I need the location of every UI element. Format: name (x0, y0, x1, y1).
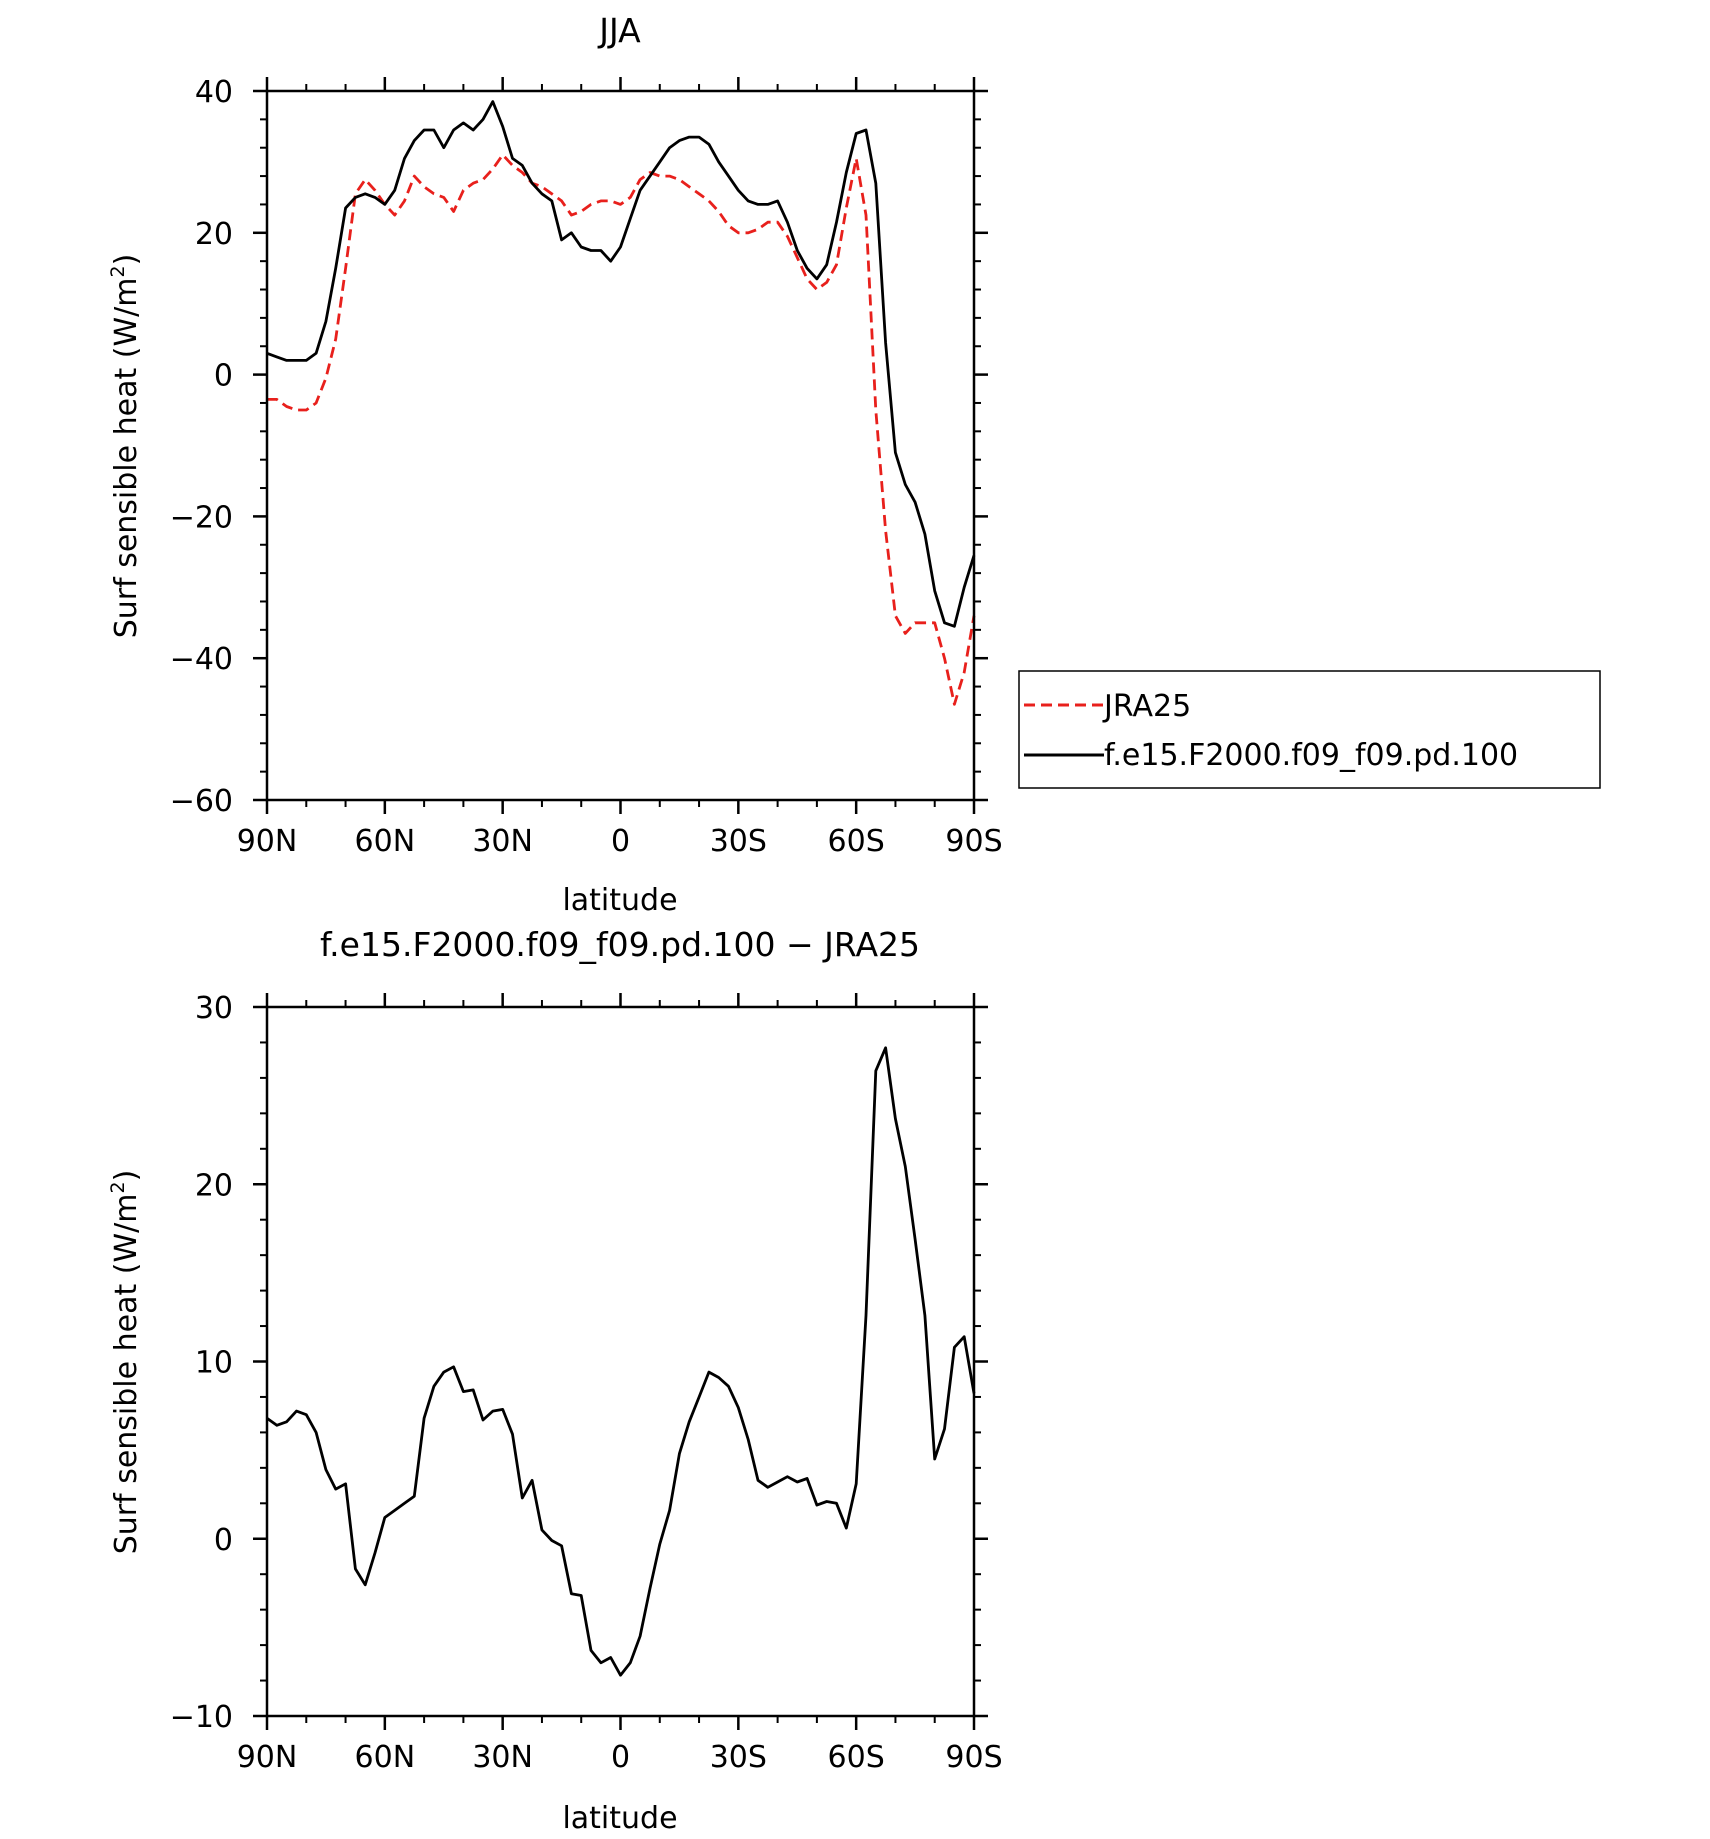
top-series-lines (266, 100, 976, 706)
bottom-panel: f.e15.F2000.f09_f09.pd.100 − JRA25 Surf … (107, 925, 1003, 1836)
top-x-tick-label: 30N (472, 824, 533, 859)
top-x-tick-label: 60S (828, 824, 885, 859)
bottom-y-tick-label: −10 (170, 1700, 233, 1735)
top-tick-labels: 90N 60N 30N 0 30S 60S 90S 40 20 0 −20 −40 −60 (170, 75, 1003, 859)
bottom-tick-labels: 90N 60N 30N 0 30S 60S 90S 30 20 10 0 −10 (170, 991, 1003, 1775)
bottom-x-axis-label: latitude (562, 1801, 677, 1836)
top-y-tick-label: 20 (195, 217, 233, 252)
top-x-tick-label: 90N (237, 824, 298, 859)
bottom-y-tick-label: 20 (195, 1168, 233, 1203)
top-chart-title: JJA (597, 11, 641, 50)
top-series-line-1 (267, 153, 976, 706)
top-x-tick-label: 60N (355, 824, 416, 859)
bottom-axis-ticks (253, 993, 988, 1730)
bottom-plot-frame (265, 1005, 976, 1718)
bottom-chart-title: f.e15.F2000.f09_f09.pd.100 − JRA25 (320, 925, 920, 964)
top-y-tick-label: 40 (195, 75, 233, 110)
legend-box (1018, 670, 1601, 789)
bottom-x-tick-label: 0 (611, 1740, 630, 1775)
top-axis-ticks (253, 77, 988, 814)
top-x-tick-label: 30S (710, 824, 767, 859)
legend-label-model: f.e15.F2000.f09_f09.pd.100 (1104, 738, 1518, 773)
top-y-tick-label: −40 (170, 642, 233, 677)
legend-label-jra25: JRA25 (1102, 689, 1191, 724)
bottom-x-tick-label: 30N (472, 1740, 533, 1775)
top-y-axis-label: Surf sensible heat (W/m2) (107, 254, 144, 639)
bottom-series-lines (266, 1046, 976, 1677)
bottom-series-line-1 (266, 1046, 976, 1677)
bottom-y-tick-label: 30 (195, 991, 233, 1026)
top-y-tick-label: −60 (170, 784, 233, 819)
top-series-line-2 (266, 100, 976, 628)
bottom-x-tick-label: 90S (945, 1740, 1002, 1775)
legend: JRA25 f.e15.F2000.f09_f09.pd.100 (1018, 670, 1601, 789)
bottom-y-tick-label: 0 (214, 1523, 233, 1558)
bottom-x-tick-label: 90N (237, 1740, 298, 1775)
bottom-x-tick-label: 30S (710, 1740, 767, 1775)
top-x-tick-label: 0 (611, 824, 630, 859)
bottom-y-tick-label: 10 (195, 1346, 233, 1381)
bottom-x-tick-label: 60N (355, 1740, 416, 1775)
top-x-tick-label: 90S (945, 824, 1002, 859)
top-y-tick-label: −20 (170, 500, 233, 535)
top-panel: JJA Surf sensible heat (W/m2) latitude 9… (107, 11, 1003, 918)
top-x-axis-label: latitude (562, 883, 677, 918)
bottom-x-tick-label: 60S (828, 1740, 885, 1775)
top-plot-frame (265, 89, 976, 802)
top-y-tick-label: 0 (214, 359, 233, 394)
bottom-y-axis-label: Surf sensible heat (W/m2) (107, 1170, 144, 1555)
